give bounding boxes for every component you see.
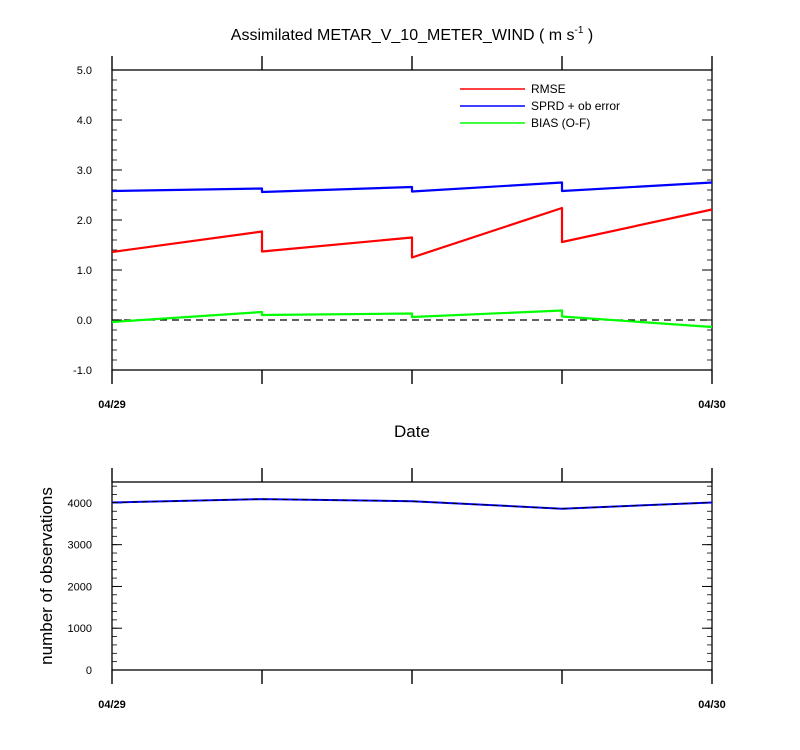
y-tick-label: 1000 (68, 623, 92, 635)
chart-title: Assimilated METAR_V_10_METER_WIND ( m s-… (231, 25, 593, 44)
legend-label-rmse: RMSE (531, 82, 566, 96)
top-panel: Assimilated METAR_V_10_METER_WIND ( m s-… (73, 25, 726, 441)
bottom-series-group (111, 498, 713, 510)
y-tick-label: 0.0 (77, 315, 92, 327)
y-tick-label: 4000 (68, 498, 92, 510)
chart-title-suffix: ) (583, 27, 593, 44)
legend: RMSE SPRD + ob error BIAS (O-F) (460, 82, 620, 130)
y-tick-label: 4.0 (77, 115, 92, 127)
x-tick-label-start: 04/29 (98, 399, 126, 411)
bottom-panel: 0 1000 2000 3000 4000 04/29 04/30 number of … (37, 468, 726, 711)
x-axis-label: Date (394, 422, 430, 441)
legend-label-sprd-ob-error: SPRD + ob error (531, 99, 620, 113)
top-axis-ticks: -1.0 0.0 1.0 2.0 3.0 4.0 5.0 (73, 56, 713, 384)
series-line-bias-o-f (111, 309, 713, 329)
bottom-axis-ticks: 0 1000 2000 3000 4000 (68, 468, 713, 684)
bottom-plot-frame (111, 481, 713, 671)
y-tick-label: 2.0 (77, 215, 92, 227)
bottom-x-tick-label-start: 04/29 (98, 699, 126, 711)
x-tick-label-end: 04/30 (698, 399, 726, 411)
chart-title-main: Assimilated METAR_V_10_METER_WIND ( m s (231, 27, 575, 44)
y-tick-label: 2000 (68, 581, 92, 593)
y-tick-label: 5.0 (77, 65, 92, 77)
y-tick-label: 1.0 (77, 265, 92, 277)
series-line-rmse (111, 206, 713, 259)
series-line-overlay-number-of-observations (111, 498, 713, 510)
y-tick-label: 3000 (68, 540, 92, 552)
y-axis-label: number of observations (37, 487, 56, 665)
chart-title-exponent: -1 (575, 25, 584, 36)
series-line-sprd-ob-error (111, 181, 713, 194)
y-tick-label: 0 (86, 665, 92, 677)
y-tick-label: 3.0 (77, 165, 92, 177)
y-tick-label: -1.0 (73, 365, 92, 377)
bottom-x-tick-label-end: 04/30 (698, 699, 726, 711)
legend-label-bias-o-f: BIAS (O-F) (531, 116, 590, 130)
top-series-group (111, 181, 713, 329)
top-plot-frame (111, 69, 713, 371)
